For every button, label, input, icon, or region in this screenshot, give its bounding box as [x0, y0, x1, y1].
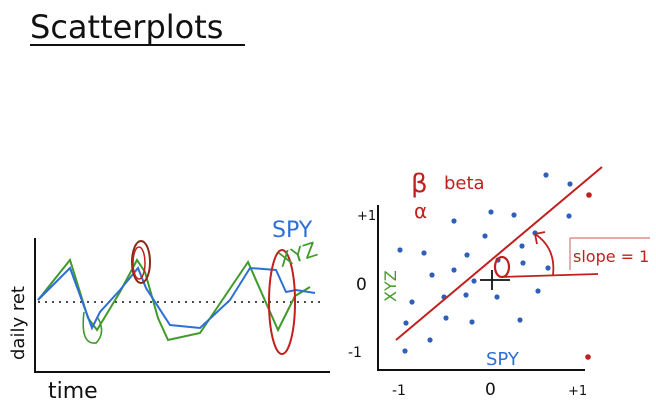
scatter-point	[402, 348, 408, 354]
outlier-point	[585, 354, 591, 360]
divergence-highlight-ellipse	[268, 249, 296, 355]
page-title: Scatterplots	[30, 8, 223, 46]
left-x-axis-label: time	[48, 379, 98, 404]
scatter-point	[443, 315, 449, 321]
peak-highlight-ellipse-inner	[132, 246, 146, 280]
fit-line	[395, 166, 603, 341]
scatter-point	[519, 243, 525, 249]
scatter-points	[397, 172, 573, 354]
x-tick-0: 0	[485, 380, 496, 400]
scatter-point	[566, 213, 572, 219]
intercept-crosshair	[480, 270, 510, 290]
intercept-circle	[493, 255, 511, 279]
x-tick-plus1: +1	[568, 384, 587, 399]
y-tick-minus1: -1	[348, 345, 362, 361]
beta-symbol: β	[411, 169, 428, 199]
xyz-dip-loop	[82, 311, 103, 344]
scatter-point	[545, 265, 551, 271]
scatter-point	[482, 233, 488, 239]
scatter-point	[517, 317, 523, 323]
scatter-point	[471, 278, 477, 284]
left-axes	[34, 238, 330, 373]
alpha-symbol: α	[414, 199, 427, 223]
right-x-axis-label: SPY	[486, 349, 520, 370]
scatter-point	[397, 247, 403, 253]
arrowhead-icon	[534, 231, 546, 245]
scatter-point	[451, 267, 457, 273]
scatter-point	[511, 212, 517, 218]
scatter-point	[427, 337, 433, 343]
scatter-point	[567, 181, 573, 187]
scatter-point	[469, 319, 475, 325]
scatter-point	[463, 292, 469, 298]
scatter-point	[494, 294, 500, 300]
scatter-point	[488, 209, 494, 215]
legend-spy: SPY	[272, 218, 313, 243]
right-axes	[377, 205, 585, 371]
peak-highlight-ellipse	[131, 240, 151, 284]
horizontal-reference-line	[500, 273, 599, 278]
scatter-point	[543, 172, 549, 178]
slope-angle-arc	[534, 233, 555, 276]
scatter-point	[464, 252, 470, 258]
scatter-point	[409, 299, 415, 305]
beta-label: beta	[444, 173, 485, 194]
y-tick-plus1: +1	[357, 209, 376, 224]
scatter-point	[535, 288, 541, 294]
right-y-axis-label: XYZ	[381, 270, 400, 302]
scatter-point	[421, 250, 427, 256]
slope-label: slope = 1	[573, 247, 649, 266]
scatter-point	[429, 272, 435, 278]
outlier-point	[586, 192, 592, 198]
x-tick-minus1: -1	[392, 383, 406, 399]
time-series-chart: SPY XYZ daily ret time	[8, 218, 330, 404]
series-spy-line	[37, 266, 316, 331]
slope-label-bracket	[569, 237, 650, 270]
scatter-point	[451, 218, 457, 224]
scatter-point	[403, 320, 409, 326]
scatter-point	[520, 260, 526, 266]
scatter-chart: +1 0 -1 -1 0 +1 SPY XYZ	[348, 166, 650, 400]
left-y-axis-label: daily ret	[8, 286, 29, 360]
y-tick-0: 0	[356, 275, 367, 295]
